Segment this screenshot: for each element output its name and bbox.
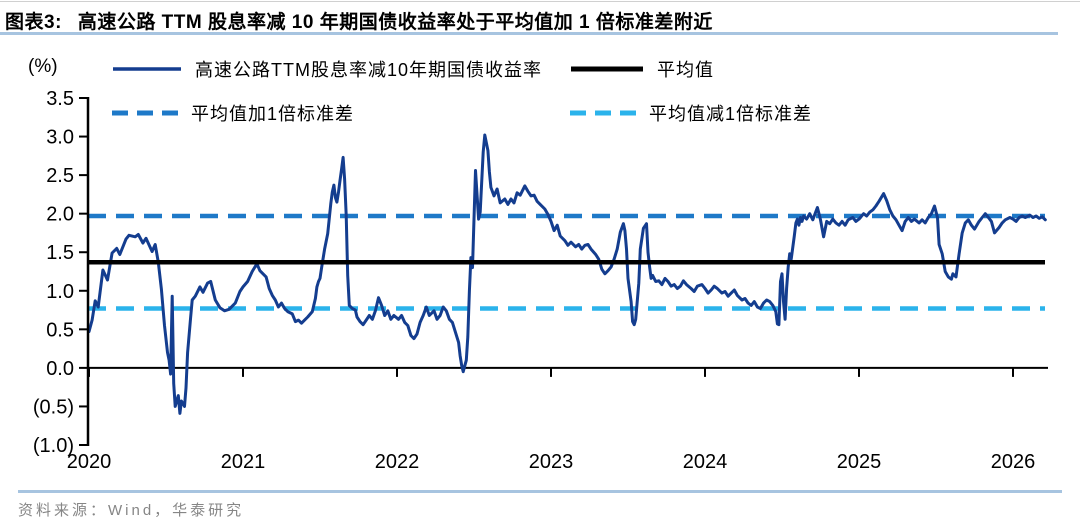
legend-label-mean: 平均值 — [657, 60, 714, 80]
y-tick-label: 2.0 — [46, 204, 74, 226]
legend-item-series: 高速公路TTM股息率减10年期国债收益率 — [112, 58, 542, 80]
x-tick-label: 2022 — [375, 451, 420, 473]
figure-title-row: 图表3: 高速公路 TTM 股息率减 10 年期国债收益率处于平均值加 1 倍标准… — [5, 7, 713, 34]
y-tick-label: 1.5 — [46, 242, 74, 264]
footer-divider-rule — [18, 490, 1062, 493]
y-tick-label: (0.5) — [33, 396, 74, 418]
figure-label: 图表3: — [5, 12, 62, 33]
dashed-line-sample-icon — [112, 110, 178, 116]
x-tick-label: 2024 — [683, 451, 728, 473]
x-tick-label: 2021 — [221, 451, 266, 473]
x-tick-label: 2023 — [529, 451, 574, 473]
title-underline-rule — [0, 32, 1058, 35]
series-line — [87, 133, 1047, 415]
y-tick-label: 0.5 — [46, 319, 74, 341]
top-divider-rule — [0, 1, 1080, 2]
solid-line-sample-icon — [571, 66, 643, 72]
dashed-line-sample-icon — [570, 110, 636, 116]
legend-item-lower-band: 平均值减1倍标准差 — [570, 102, 812, 124]
legend-label-series: 高速公路TTM股息率减10年期国债收益率 — [195, 60, 543, 80]
y-tick-label: (1.0) — [33, 435, 74, 457]
source-note: 资料来源：Wind，华泰研究 — [18, 502, 245, 519]
y-tick-label: 1.0 — [46, 281, 74, 303]
solid-line-sample-icon — [113, 67, 181, 71]
y-tick-label: 3.5 — [46, 88, 74, 110]
x-tick-label: 2020 — [67, 451, 112, 473]
y-tick-label: 3.0 — [46, 127, 74, 149]
x-tick-label: 2025 — [837, 451, 882, 473]
y-tick-label: 2.5 — [46, 165, 74, 187]
legend-item-upper-band: 平均值加1倍标准差 — [112, 102, 354, 124]
y-tick-label: 0.0 — [46, 358, 74, 380]
legend-item-mean: 平均值 — [570, 58, 714, 80]
legend-label-lower-band: 平均值减1倍标准差 — [649, 104, 813, 124]
page-title: 高速公路 TTM 股息率减 10 年期国债收益率处于平均值加 1 倍标准差附近 — [77, 12, 713, 33]
y-axis-unit-label: (%) — [28, 56, 58, 77]
legend-label-upper-band: 平均值加1倍标准差 — [191, 104, 355, 124]
x-tick-label: 2026 — [991, 451, 1036, 473]
